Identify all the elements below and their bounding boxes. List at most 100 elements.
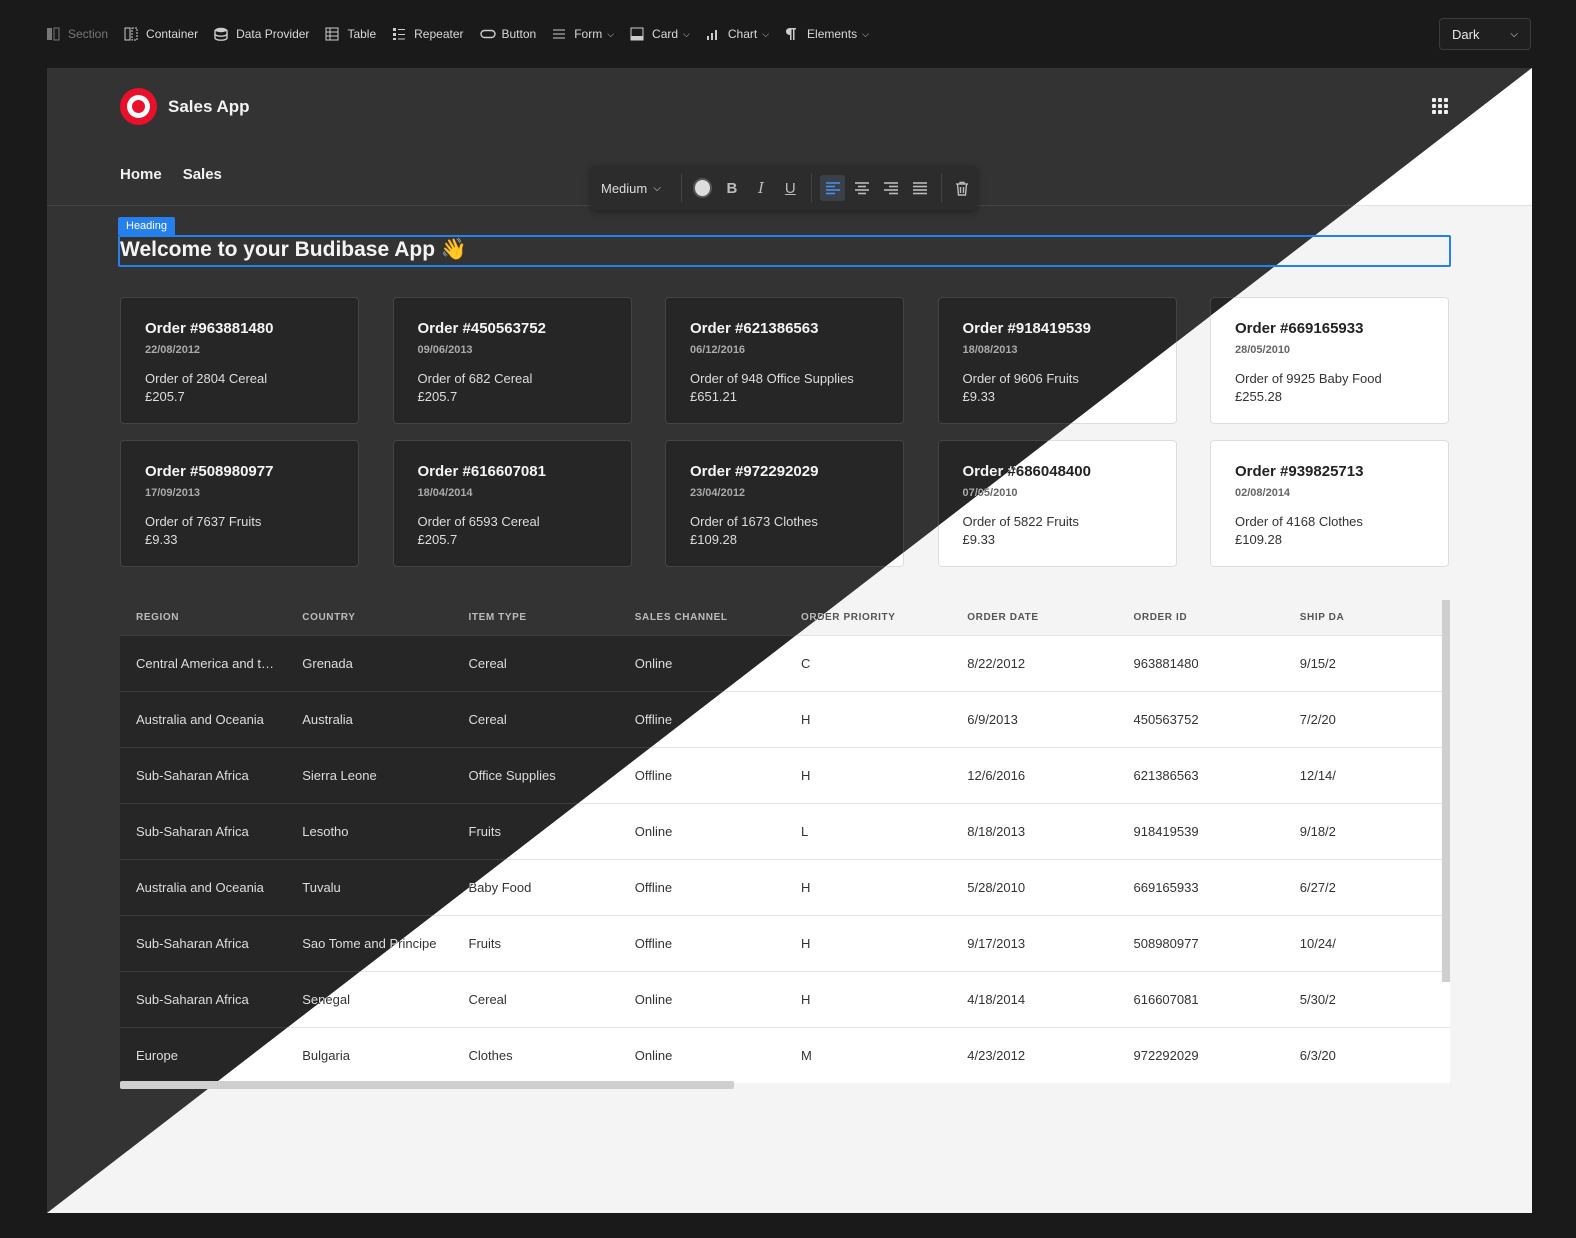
card-description: Order of 7637 Fruits £9.33 bbox=[145, 513, 334, 549]
order-card[interactable]: Order #621386563 06/12/2016 Order of 948 O… bbox=[665, 297, 904, 424]
order-card[interactable]: Order #450563752 09/06/2013 Order of 682 C… bbox=[392, 297, 632, 424]
toolbar-elements-button[interactable]: Elements ⌵ bbox=[785, 22, 869, 46]
card-line: Order of 1673 Clothes bbox=[690, 514, 818, 529]
card-line: Order of 9925 Baby Food bbox=[1235, 371, 1382, 386]
toolbar-button-button[interactable]: Button bbox=[479, 22, 537, 46]
table-cell: Fruits bbox=[468, 936, 502, 951]
section-icon bbox=[46, 27, 60, 41]
table-cell: 621386563 bbox=[1133, 768, 1199, 783]
column-header[interactable]: ORDER PRIORITY bbox=[801, 612, 896, 623]
nav-link-home[interactable]: Home bbox=[120, 166, 162, 183]
chevron-down-icon: ⌵ bbox=[607, 28, 615, 39]
card-price: £9.33 bbox=[145, 532, 178, 547]
order-card[interactable]: Order #939825713 02/08/2014 Order of 4168 … bbox=[1210, 440, 1449, 567]
toolbar-data-provider-button[interactable]: Data Provider bbox=[214, 22, 309, 46]
table-cell: Sub-Saharan Africa bbox=[136, 992, 249, 1007]
order-card[interactable]: Order #616607081 18/04/2014 Order of 6593 … bbox=[392, 440, 632, 567]
chevron-down-icon: ⌵ bbox=[683, 28, 690, 39]
table-row[interactable]: EuropeBulgariaClothesOnlineM4/23/2012972… bbox=[120, 1027, 1450, 1083]
toolbar-item-label: Elements bbox=[807, 27, 858, 41]
toolbar-item-label: Button bbox=[501, 27, 537, 41]
align-right-button[interactable] bbox=[878, 175, 903, 201]
table-cell: Offline bbox=[634, 880, 673, 895]
toolbar-chart-button[interactable]: Chart ⌵ bbox=[706, 22, 769, 46]
table-cell: Australia and Oceania bbox=[136, 712, 264, 727]
theme-select[interactable]: Dark ⌵ bbox=[1439, 18, 1531, 50]
table-cell: 9/18/2 bbox=[1299, 824, 1336, 839]
heading-selection-outline[interactable] bbox=[118, 235, 1451, 267]
table-cell: 12/6/2016 bbox=[967, 768, 1026, 783]
card-title: Order #963881480 bbox=[145, 320, 274, 337]
card-date: 06/12/2016 bbox=[690, 344, 746, 356]
card-price: £9.33 bbox=[962, 389, 996, 404]
toolbar-repeater-button[interactable]: Repeater bbox=[392, 22, 464, 46]
toolbar-card-button[interactable]: Card ⌵ bbox=[630, 22, 690, 46]
column-header[interactable]: ITEM TYPE bbox=[468, 612, 527, 623]
column-header[interactable]: SHIP DA bbox=[1299, 612, 1345, 623]
table-cell: 7/2/20 bbox=[1299, 712, 1336, 727]
card-date: 18/08/2013 bbox=[962, 344, 1018, 356]
card-description: Order of 9606 Fruits £9.33 bbox=[963, 370, 1152, 406]
container-icon bbox=[124, 27, 138, 41]
font-size-select[interactable]: Medium ⌵ bbox=[601, 181, 675, 196]
table-cell: Cereal bbox=[468, 992, 507, 1007]
toolbar-item-label: Table bbox=[347, 27, 377, 41]
card-date: 23/04/2012 bbox=[690, 487, 746, 499]
column-header[interactable]: SALES CHANNEL bbox=[634, 612, 728, 623]
card-title: Order #972292029 bbox=[690, 463, 819, 480]
align-left-button[interactable] bbox=[819, 175, 846, 201]
app-preview-canvas[interactable]: Sales App Home Sales Welcome to your Budiba… bbox=[47, 68, 1532, 1213]
color-picker-button[interactable] bbox=[692, 178, 713, 198]
column-header[interactable]: COUNTRY bbox=[302, 612, 356, 623]
table-cell: 8/18/2013 bbox=[967, 824, 1026, 839]
table-cell: 5/28/2010 bbox=[967, 880, 1026, 895]
order-card[interactable]: Order #963881480 22/08/2012 Order of 2804 … bbox=[120, 297, 359, 424]
divider bbox=[680, 174, 682, 202]
table-cell: 963881480 bbox=[1133, 656, 1199, 671]
delete-button[interactable] bbox=[950, 175, 975, 201]
order-card[interactable]: Order #669165933 28/05/2010 Order of 9925 … bbox=[1210, 297, 1449, 424]
order-card[interactable]: Order #972292029 23/04/2012 Order of 1673 … bbox=[665, 440, 904, 567]
toolbar-item-label: Chart bbox=[727, 27, 758, 41]
table-cell: Central America and th... bbox=[136, 656, 280, 671]
table-cell: Sierra Leone bbox=[302, 768, 377, 783]
align-center-icon bbox=[854, 182, 869, 195]
toolbar-section-button[interactable]: Section bbox=[46, 22, 108, 46]
app-grid-icon[interactable] bbox=[1432, 98, 1448, 114]
vertical-scrollbar[interactable] bbox=[1442, 600, 1450, 982]
card-title: Order #616607081 bbox=[417, 463, 546, 480]
table-cell: 669165933 bbox=[1133, 880, 1199, 895]
toolbar-form-button[interactable]: Form ⌵ bbox=[552, 22, 614, 46]
font-size-value: Medium bbox=[601, 180, 648, 196]
table-cell: Lesotho bbox=[302, 824, 349, 839]
italic-button[interactable]: I bbox=[758, 179, 765, 197]
align-justify-button[interactable] bbox=[908, 175, 933, 201]
table-cell: Baby Food bbox=[468, 880, 532, 895]
table-cell: Online bbox=[634, 824, 673, 839]
form-icon bbox=[552, 27, 566, 41]
toolbar-container-button[interactable]: Container bbox=[124, 22, 198, 46]
table-cell: 10/24/ bbox=[1299, 936, 1336, 951]
component-selection-badge: Heading bbox=[118, 217, 175, 235]
toolbar-table-button[interactable]: Table bbox=[325, 22, 376, 46]
table-cell: 616607081 bbox=[1133, 992, 1199, 1007]
order-card[interactable]: Order #508980977 17/09/2013 Order of 7637 … bbox=[120, 440, 359, 567]
horizontal-scrollbar[interactable] bbox=[120, 1081, 734, 1089]
column-header[interactable]: ORDER DATE bbox=[967, 612, 1039, 623]
card-description: Order of 9925 Baby Food £255.28 bbox=[1235, 370, 1424, 406]
card-description: Order of 948 Office Supplies £651.21 bbox=[690, 370, 879, 406]
table-cell: Clothes bbox=[468, 1048, 513, 1063]
align-center-button[interactable] bbox=[849, 175, 874, 201]
underline-button[interactable]: U bbox=[784, 179, 796, 197]
card-date: 07/05/2010 bbox=[962, 487, 1018, 499]
card-date: 22/08/2012 bbox=[145, 344, 201, 356]
column-header[interactable]: ORDER ID bbox=[1133, 612, 1188, 623]
column-header[interactable]: REGION bbox=[136, 612, 180, 623]
bold-button[interactable]: B bbox=[726, 179, 738, 197]
table-cell: Tuvalu bbox=[302, 880, 341, 895]
card-line: Order of 5822 Fruits bbox=[962, 514, 1079, 529]
card-line: Order of 2804 Cereal bbox=[145, 371, 268, 386]
page-heading[interactable]: Welcome to your Budibase App 👋 bbox=[120, 238, 468, 261]
nav-link-sales[interactable]: Sales bbox=[182, 166, 222, 183]
card-price: £205.7 bbox=[145, 389, 185, 404]
